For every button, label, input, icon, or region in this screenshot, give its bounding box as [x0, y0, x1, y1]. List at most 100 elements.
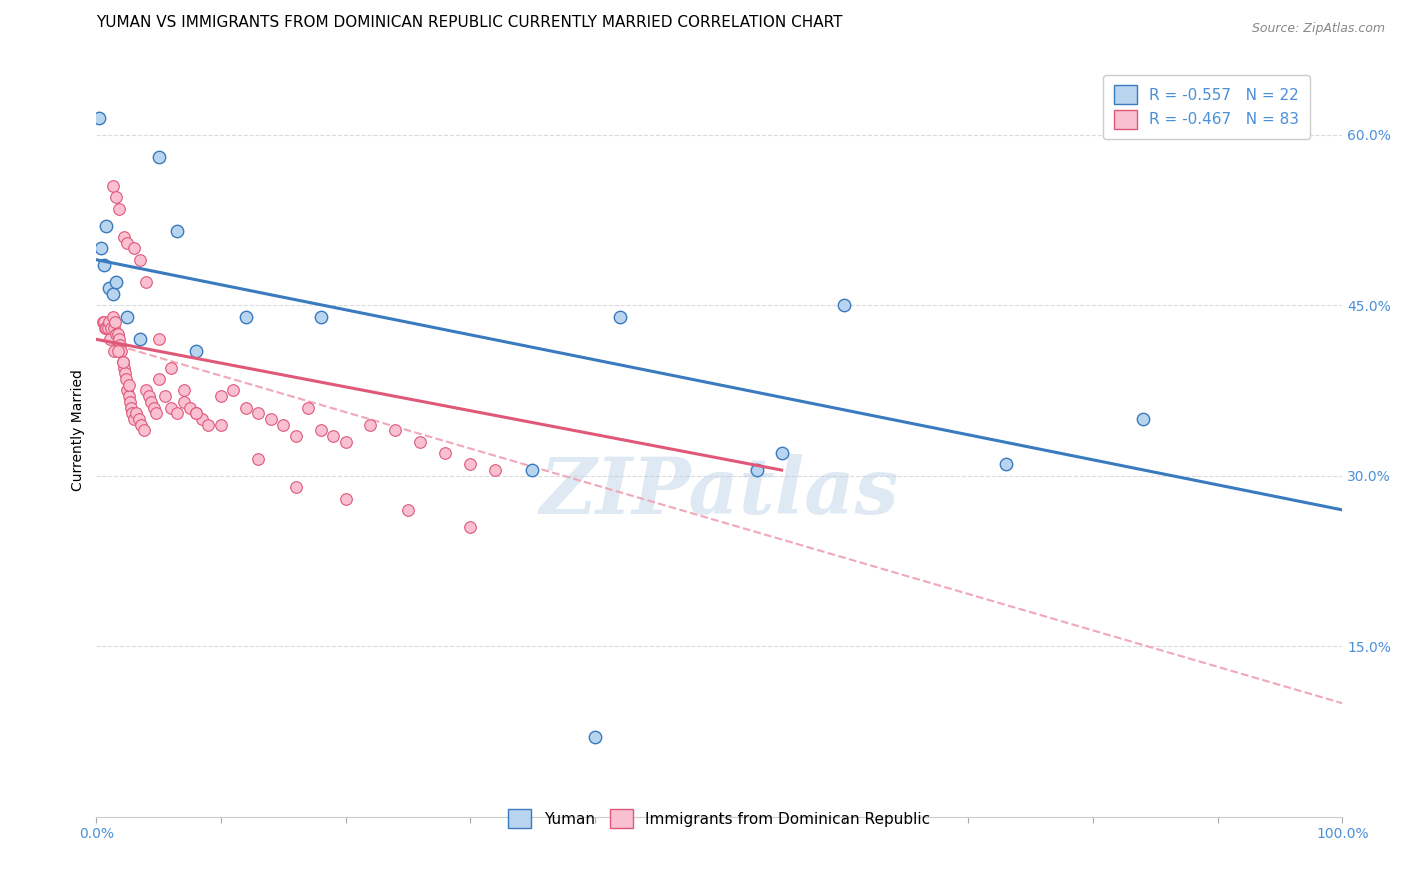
Point: [112, 230, 135, 244]
Point: [117, 310, 139, 324]
Point: [90, 241, 112, 255]
Point: [297, 401, 319, 415]
Point: [522, 463, 544, 477]
Point: [583, 731, 606, 745]
Point: [148, 332, 170, 346]
Point: [184, 406, 207, 420]
Point: [103, 321, 125, 335]
Point: [107, 202, 129, 216]
Point: [101, 178, 124, 193]
Point: [260, 412, 283, 426]
Point: [129, 252, 152, 267]
Point: [166, 224, 188, 238]
Point: [111, 355, 134, 369]
Point: [153, 389, 176, 403]
Text: YUMAN VS IMMIGRANTS FROM DOMINICAN REPUBLIC CURRENTLY MARRIED CORRELATION CHART: YUMAN VS IMMIGRANTS FROM DOMINICAN REPUB…: [97, 15, 842, 30]
Point: [118, 377, 141, 392]
Point: [114, 367, 136, 381]
Point: [247, 451, 270, 466]
Point: [235, 310, 257, 324]
Point: [97, 281, 120, 295]
Point: [284, 480, 307, 494]
Point: [191, 412, 214, 426]
Point: [112, 360, 135, 375]
Point: [209, 389, 232, 403]
Point: [335, 434, 357, 449]
Point: [322, 429, 344, 443]
Point: [197, 417, 219, 432]
Point: [97, 321, 120, 335]
Point: [994, 458, 1017, 472]
Point: [235, 401, 257, 415]
Point: [104, 315, 127, 329]
Point: [120, 401, 142, 415]
Point: [173, 384, 195, 398]
Point: [108, 338, 131, 352]
Point: [122, 241, 145, 255]
Point: [100, 321, 122, 335]
Text: Source: ZipAtlas.com: Source: ZipAtlas.com: [1251, 22, 1385, 36]
Point: [141, 395, 163, 409]
Point: [138, 389, 160, 403]
Point: [173, 395, 195, 409]
Point: [335, 491, 357, 506]
Point: [118, 395, 141, 409]
Point: [101, 286, 124, 301]
Point: [107, 332, 129, 346]
Point: [396, 503, 419, 517]
Point: [121, 406, 143, 420]
Point: [96, 219, 118, 233]
Point: [160, 360, 183, 375]
Point: [93, 259, 115, 273]
Point: [309, 423, 332, 437]
Point: [125, 406, 148, 420]
Point: [94, 321, 117, 335]
Point: [458, 458, 481, 472]
Point: [284, 429, 307, 443]
Point: [103, 343, 125, 358]
Point: [96, 321, 118, 335]
Point: [309, 310, 332, 324]
Point: [129, 417, 152, 432]
Point: [458, 520, 481, 534]
Point: [105, 190, 128, 204]
Point: [117, 384, 139, 398]
Legend: Yuman, Immigrants from Dominican Republic: Yuman, Immigrants from Dominican Republi…: [496, 797, 942, 840]
Point: [434, 446, 457, 460]
Point: [609, 310, 631, 324]
Y-axis label: Currently Married: Currently Married: [72, 369, 86, 491]
Point: [105, 326, 128, 341]
Point: [98, 332, 121, 346]
Point: [97, 315, 120, 329]
Point: [160, 401, 183, 415]
Point: [770, 446, 793, 460]
Point: [359, 417, 381, 432]
Point: [105, 276, 128, 290]
Point: [179, 401, 201, 415]
Point: [745, 463, 768, 477]
Point: [132, 423, 155, 437]
Point: [209, 417, 232, 432]
Point: [832, 298, 855, 312]
Point: [384, 423, 406, 437]
Point: [1132, 412, 1154, 426]
Point: [122, 412, 145, 426]
Point: [118, 389, 141, 403]
Point: [110, 343, 132, 358]
Point: [101, 310, 124, 324]
Point: [271, 417, 294, 432]
Text: ZIPatlas: ZIPatlas: [540, 454, 898, 531]
Point: [166, 406, 188, 420]
Point: [222, 384, 245, 398]
Point: [135, 384, 157, 398]
Point: [145, 406, 167, 420]
Point: [142, 401, 165, 415]
Point: [129, 332, 152, 346]
Point: [409, 434, 432, 449]
Point: [128, 412, 150, 426]
Point: [247, 406, 270, 420]
Point: [184, 343, 207, 358]
Point: [484, 463, 506, 477]
Point: [91, 315, 114, 329]
Point: [115, 372, 138, 386]
